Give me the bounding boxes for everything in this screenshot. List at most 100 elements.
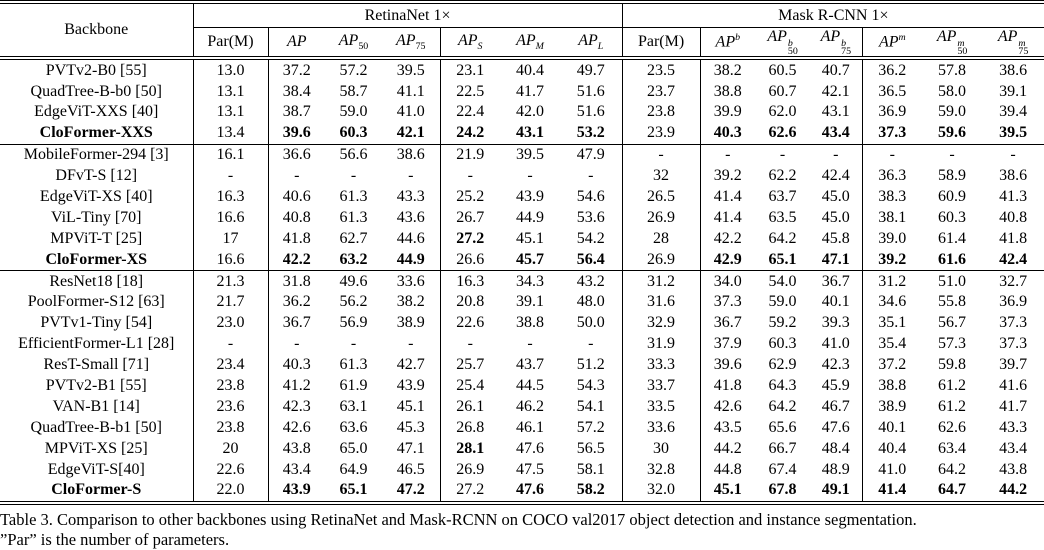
metric-cell: 38.1 [861,207,923,229]
metric-cell: 43.9 [267,480,325,503]
metric-cell: 41.0 [396,103,425,121]
metric-cell: 51.2 [576,356,605,374]
metric-cell: 54.3 [576,377,605,394]
metric-cell: 41.4 [861,480,923,503]
metric-cell: 42.2 [699,228,756,250]
metric-cell: 23.7 [621,81,701,102]
metric-cell: 41.0 [821,335,850,353]
backbone-name: PVTv1-Tiny [54] [40,314,153,332]
metric-cell: 37.3 [999,314,1028,332]
metric-cell: 62.2 [768,167,797,185]
table-row: CloFormer-S 22.0 43.9 65.1 47.2 27.2 47.6 58.2 3… [0,480,1044,503]
metric-cell: 51.6 [576,82,605,100]
metric-cell: 54.6 [576,187,605,205]
metric-cell: 41.0 [861,459,923,481]
metric-cell: 44.8 [699,459,756,481]
metric-cell: 26.9 [439,459,500,481]
metric-cell: 36.9 [861,101,923,123]
metric-cell: 45.8 [821,229,850,247]
metric-cell: 34.0 [699,270,756,292]
metric-cell: - [588,335,594,353]
metric-cell: 64.2 [768,229,797,247]
metric-cell: 66.7 [768,439,797,457]
metric-cell: 26.1 [439,396,500,418]
metric-cell: 40.3 [267,354,325,376]
metric-cell: 40.7 [821,61,850,79]
caption-line-2: ”Par” is the number of parameters. [0,529,230,549]
metric-cell: 32.7 [982,270,1044,292]
metric-cell: 58.7 [339,82,368,100]
metric-cell: 58.1 [576,460,605,478]
metric-cell: 41.4 [699,207,756,229]
metric-cell: 22.6 [439,312,500,334]
metric-cell: 42.9 [699,249,756,271]
table-row: DFvT-S [12] - - - - - - -32 39.2 62.2 42.4 36.3 58.9… [0,165,1044,187]
metric-cell: 33.6 [621,417,701,439]
metric-cell: 42.4 [821,167,850,185]
metric-cell: 42.4 [999,250,1028,268]
retinanet-group-header: RetinaNet 1× [192,2,623,28]
metric-cell: - [527,335,533,353]
metric-cell: 38.8 [516,314,544,332]
metric-cell: - [755,143,811,166]
metric-cell: 65.6 [768,418,797,436]
metric-cell: 37.2 [267,58,325,82]
metric-cell: 25.2 [439,186,500,208]
metric-cell: 39.5 [500,143,560,166]
metric-cell: 39.6 [267,122,325,145]
metric-cell: 41.3 [999,187,1028,205]
column-header: AP m 50 [922,27,983,61]
metric-cell: 27.2 [439,480,500,503]
metric-cell: 32.0 [621,480,701,503]
metric-cell: - [621,143,701,166]
column-header: AP m 75 [982,27,1044,61]
metric-cell: 39.2 [861,249,923,271]
metric-cell: 45.7 [516,250,544,268]
metric-cell: 16.6 [192,249,268,271]
metric-cell: 39.2 [699,165,756,187]
metric-cell: 31.2 [621,270,701,292]
metric-cell: 60.7 [768,82,797,100]
metric-cell: - [439,333,500,355]
metric-cell: 65.1 [339,481,368,499]
metric-cell: 46.5 [396,460,425,478]
metric-cell: 57.8 [938,61,967,79]
backbone-name: EfficientFormer-L1 [28] [18,335,175,353]
metric-cell: 49.7 [576,61,605,79]
metric-cell: 37.2 [861,354,923,376]
metric-cell: - [810,143,863,166]
metric-cell: 41.7 [999,397,1028,415]
metric-cell: - [588,167,594,185]
metric-cell: 54.2 [576,229,605,247]
metric-cell: 38.6 [382,143,440,166]
metric-cell: 60.9 [938,187,967,205]
metric-cell: 40.1 [861,417,923,439]
metric-cell: 63.5 [768,208,797,226]
metric-cell: 40.4 [861,438,923,460]
metric-cell: 23.4 [192,354,268,376]
metric-cell: 44.2 [999,481,1028,499]
metric-cell: 43.9 [516,187,544,205]
metric-cell: 48.4 [821,439,850,457]
column-header: APb [699,27,756,61]
metric-cell: 31.9 [621,333,701,355]
metric-cell: 45.1 [516,229,544,247]
metric-cell: 59.0 [339,103,368,121]
metric-cell: 26.9 [621,249,701,271]
metric-cell: 64.9 [339,460,368,478]
metric-cell: 37.3 [699,292,756,313]
metric-cell: - [350,167,357,185]
table-row: EdgeViT-XS [40] 16.3 40.6 61.3 43.3 25.2 43.9 5… [0,186,1044,208]
metric-cell: 39.3 [821,314,850,332]
backbone-header: Backbone [0,2,193,61]
metric-cell: 47.1 [821,250,850,268]
metric-cell: 21.9 [439,143,500,166]
metric-cell: 45.3 [396,418,425,436]
metric-cell: 63.1 [339,397,368,415]
metric-cell: 43.5 [699,417,756,439]
metric-cell: 51.6 [576,103,605,121]
metric-cell: 23.8 [621,101,701,123]
metric-cell: 56.5 [576,439,605,457]
metric-cell: 61.9 [339,377,368,394]
metric-cell: - [527,167,533,185]
